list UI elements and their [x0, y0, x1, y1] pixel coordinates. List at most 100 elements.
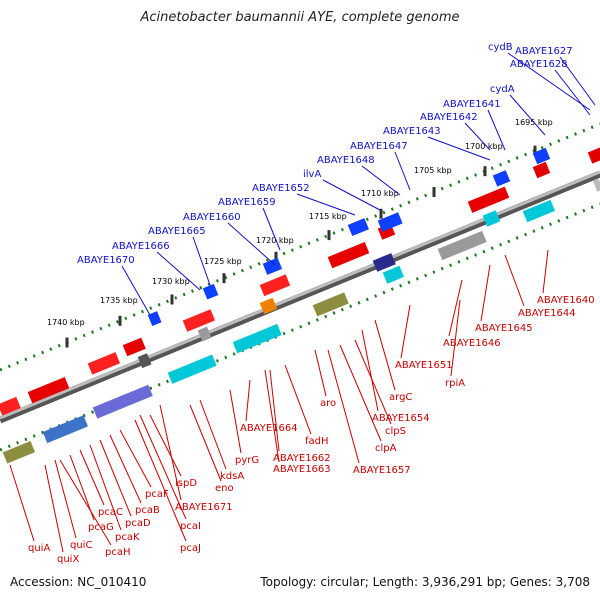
bottom-gene-label: ABAYE1664 — [240, 423, 298, 434]
top-label-leader — [262, 207, 281, 251]
top-label-leader — [464, 122, 491, 151]
gene-forward-blue — [532, 147, 551, 165]
gene-forward-blue — [377, 212, 403, 232]
top-gene-label: ABAYE1670 — [77, 255, 135, 266]
gene-reverse-inner — [372, 253, 396, 272]
genome-summary-text: Topology: circular; Length: 3,936,291 bp… — [260, 575, 590, 589]
scale-label: 1710 kbp — [361, 189, 399, 198]
bottom-label-leader — [480, 264, 491, 322]
bottom-label-leader — [89, 444, 122, 531]
top-label-leader — [192, 236, 211, 286]
bottom-label-leader — [284, 364, 312, 435]
bottom-label-leader — [199, 399, 227, 470]
scale-label: 1730 kbp — [152, 277, 190, 286]
bottom-gene-label: pcaI — [180, 521, 201, 532]
top-gene-label: ABAYE1665 — [148, 226, 206, 237]
backbone-line-shadow — [0, 170, 600, 424]
bottom-label-leader — [159, 404, 182, 501]
bottom-label-leader — [229, 389, 242, 454]
backbone-line — [0, 170, 600, 420]
bottom-gene-label: quiC — [70, 540, 92, 551]
bottom-gene-label: ABAYE1644 — [518, 308, 576, 319]
top-label-leader — [156, 251, 201, 291]
top-label-leader — [227, 222, 276, 266]
gene-forward-blue — [202, 283, 219, 300]
gene-reverse — [437, 230, 487, 261]
bottom-gene-label: argC — [389, 392, 412, 403]
bottom-label-leader — [59, 459, 112, 546]
bottom-gene-label: pcaC — [98, 507, 123, 518]
bottom-label-leader — [264, 369, 280, 463]
top-gene-label: ABAYE1627 — [515, 46, 573, 57]
bottom-gene-label: pcaJ — [180, 543, 201, 554]
gene-forward — [259, 274, 291, 297]
top-label-leader — [509, 94, 546, 136]
gene-reverse — [232, 323, 282, 354]
gene-reverse — [312, 292, 349, 317]
gene-reverse-inner — [137, 353, 152, 369]
bottom-gene-label: fadH — [305, 436, 329, 447]
bottom-gene-label: kdsA — [220, 471, 244, 482]
bottom-label-leader — [119, 429, 152, 488]
map-title: Acinetobacter baumannii AYE, complete ge… — [140, 10, 460, 25]
gene-forward — [0, 396, 21, 416]
bottom-label-leader — [314, 349, 327, 397]
bottom-gene-label: pcaH — [105, 547, 131, 558]
bottom-gene-label: ABAYE1663 — [273, 464, 331, 475]
gene-reverse-inner — [197, 326, 212, 342]
top-label-leader — [394, 151, 411, 191]
bottom-gene-label: ABAYE1640 — [537, 295, 595, 306]
top-gene-label: cydB — [488, 42, 513, 53]
gene-forward — [87, 352, 121, 375]
top-label-leader — [361, 165, 401, 196]
bottom-gene-label: clpA — [375, 443, 397, 454]
bottom-label-leader — [44, 464, 64, 553]
bottom-gene-label: ABAYE1671 — [175, 502, 233, 513]
gene-reverse — [522, 199, 556, 223]
gene-forward — [27, 376, 70, 404]
bottom-gene-label: ABAYE1657 — [353, 465, 411, 476]
top-gene-label: ABAYE1628 — [510, 59, 568, 70]
bottom-label-leader — [504, 254, 525, 307]
gene-reverse — [42, 415, 88, 444]
bottom-label-leader — [109, 434, 142, 504]
bottom-label-leader — [134, 419, 187, 542]
top-label-leader — [427, 136, 491, 161]
bottom-label-leader — [354, 339, 392, 425]
top-gene-label: ABAYE1666 — [112, 241, 170, 252]
bottom-label-leader — [269, 369, 280, 452]
top-gene-label: ABAYE1659 — [218, 197, 276, 208]
gene-forward — [122, 337, 146, 357]
bottom-label-leader — [450, 299, 461, 377]
gene-reverse — [592, 178, 600, 192]
top-gene-label: ABAYE1648 — [317, 155, 375, 166]
top-label-leader — [121, 265, 151, 316]
bottom-gene-label: rpiA — [445, 378, 465, 389]
scale-label: 1715 kbp — [309, 212, 347, 221]
gene-reverse — [382, 265, 404, 284]
gene-reverse — [2, 441, 36, 464]
gene-forward — [532, 161, 551, 179]
bottom-gene-label: ABAYE1654 — [372, 413, 430, 424]
upper-dotted-line — [0, 122, 600, 372]
bottom-label-leader — [361, 329, 379, 412]
bottom-gene-label: eno — [215, 483, 234, 494]
bottom-gene-label: pcaD — [125, 518, 151, 529]
top-gene-label: ABAYE1642 — [420, 112, 478, 123]
scale-label: 1720 kbp — [256, 236, 294, 245]
top-label-leader — [507, 52, 591, 111]
gene-forward — [182, 309, 216, 332]
top-gene-label: ABAYE1641 — [443, 99, 501, 110]
bottom-gene-label: ispD — [175, 478, 197, 489]
bottom-gene-label: aro — [320, 398, 336, 409]
gene-forward — [327, 241, 370, 269]
top-label-leader — [322, 179, 381, 211]
bottom-gene-label: pcaB — [135, 505, 160, 516]
top-label-leader — [487, 109, 506, 151]
bottom-label-leader — [448, 279, 463, 337]
bottom-gene-label: ABAYE1651 — [395, 360, 453, 371]
gene-reverse — [92, 384, 153, 419]
top-gene-label: ABAYE1643 — [383, 126, 441, 137]
top-label-leader — [559, 56, 596, 106]
top-gene-label: ABAYE1660 — [183, 212, 241, 223]
